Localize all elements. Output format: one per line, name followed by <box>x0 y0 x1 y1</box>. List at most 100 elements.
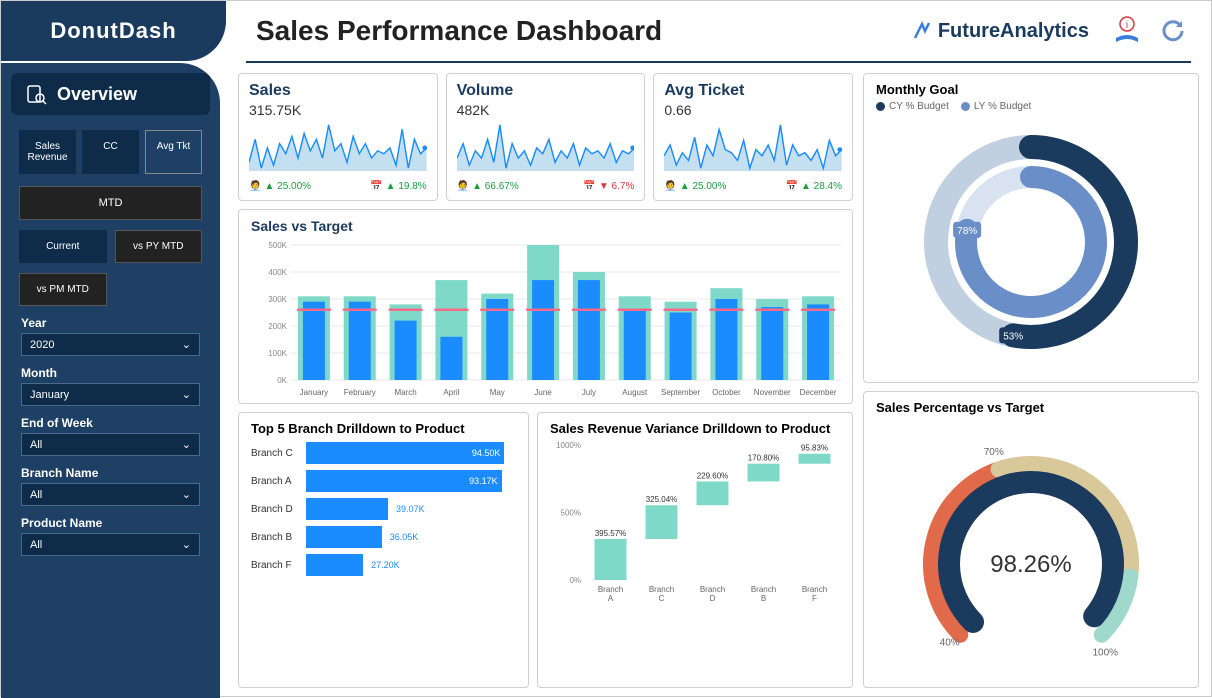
branch-row: Branch D 39.07K <box>251 498 516 520</box>
filter-year-label: Year <box>21 316 200 330</box>
brand-logo: FutureAnalytics <box>912 20 1089 43</box>
svg-text:B: B <box>761 594 766 603</box>
kpi-ticket-card: Avg Ticket 0.66 🧑‍💼▲ 25.00% 📅▲ 28.4% <box>653 73 853 201</box>
svg-text:February: February <box>344 388 376 397</box>
kpi-ticket-value: 0.66 <box>664 102 842 118</box>
filter-month-select[interactable]: January⌄ <box>21 383 200 406</box>
svg-text:April: April <box>443 388 459 397</box>
logo: DonutDash <box>1 1 226 61</box>
period-current-button[interactable]: Current <box>19 230 107 263</box>
svg-text:170.80%: 170.80% <box>748 454 780 463</box>
sidebar: Overview Sales Revenue CC Avg Tkt MTD Cu… <box>1 63 220 698</box>
svg-text:Branch: Branch <box>598 585 623 594</box>
svg-text:May: May <box>490 388 505 397</box>
svg-text:i: i <box>1126 20 1128 31</box>
svg-text:400K: 400K <box>268 268 287 277</box>
filter-product-label: Product Name <box>21 516 200 530</box>
svg-text:August: August <box>622 388 648 397</box>
metric-avg-button[interactable]: Avg Tkt <box>145 130 202 174</box>
mtd-button[interactable]: MTD <box>19 186 202 220</box>
branch-row: Branch A 93.17K <box>251 470 516 492</box>
filter-branch-select[interactable]: All⌄ <box>21 483 200 506</box>
svg-text:F: F <box>812 594 817 603</box>
svg-text:98.26%: 98.26% <box>990 551 1071 578</box>
kpi-sales-sparkline <box>249 122 427 172</box>
legend-ly: LY % Budget <box>974 101 1031 112</box>
kpi-volume-card: Volume 482K 🧑‍💼▲ 66.67% 📅▼ 6.7% <box>446 73 646 201</box>
kpi-sales-title: Sales <box>249 82 427 100</box>
branch-row: Branch F 27.20K <box>251 554 516 576</box>
svg-text:November: November <box>754 388 791 397</box>
svg-text:100K: 100K <box>268 349 287 358</box>
metric-sales-button[interactable]: Sales Revenue <box>19 130 76 174</box>
branch-row: Branch B 36.05K <box>251 526 516 548</box>
svg-text:July: July <box>582 388 596 397</box>
overview-button[interactable]: Overview <box>11 73 210 115</box>
svg-text:0K: 0K <box>277 376 287 385</box>
chevron-down-icon: ⌄ <box>182 488 191 501</box>
period-vspy-button[interactable]: vs PY MTD <box>115 230 203 263</box>
kpi-volume-title: Volume <box>457 82 635 100</box>
svg-text:78%: 78% <box>957 226 977 237</box>
gauge-chart: 40% 70% 100% 98.26% <box>876 419 1186 669</box>
monthly-goal-chart: 53% 78% <box>876 112 1186 372</box>
filter-month-label: Month <box>21 366 200 380</box>
period-vspm-button[interactable]: vs PM MTD <box>19 273 107 306</box>
branch-panel: Top 5 Branch Drilldown to Product Branch… <box>238 412 529 688</box>
svg-text:A: A <box>608 594 614 603</box>
chevron-down-icon: ⌄ <box>182 438 191 451</box>
svg-text:100%: 100% <box>1092 647 1118 658</box>
filter-year-select[interactable]: 2020⌄ <box>21 333 200 356</box>
svg-text:January: January <box>300 388 328 397</box>
kpi-volume-sparkline <box>457 122 635 172</box>
svg-text:500K: 500K <box>268 241 287 250</box>
svg-text:300K: 300K <box>268 295 287 304</box>
variance-panel: Sales Revenue Variance Drilldown to Prod… <box>537 412 853 688</box>
svg-text:Branch: Branch <box>700 585 725 594</box>
sales-vs-target-title: Sales vs Target <box>251 218 840 234</box>
gauge-title: Sales Percentage vs Target <box>876 400 1186 415</box>
svg-text:70%: 70% <box>984 447 1004 458</box>
person-icon: 🧑‍💼 <box>664 181 676 192</box>
metric-cc-button[interactable]: CC <box>82 130 139 174</box>
kpi-sales-value: 315.75K <box>249 102 427 118</box>
kpi-ticket-title: Avg Ticket <box>664 82 842 100</box>
info-icon[interactable]: i <box>1109 13 1145 49</box>
refresh-icon[interactable] <box>1155 13 1191 49</box>
page-title: Sales Performance Dashboard <box>256 15 912 47</box>
calendar-icon: 📅 <box>786 181 798 192</box>
calendar-icon: 📅 <box>370 181 382 192</box>
monthly-goal-panel: Monthly Goal CY % Budget LY % Budget 53%… <box>863 73 1199 383</box>
svg-text:40%: 40% <box>940 637 960 648</box>
kpi-volume-value: 482K <box>457 102 635 118</box>
filter-eow-select[interactable]: All⌄ <box>21 433 200 456</box>
svg-text:December: December <box>800 388 837 397</box>
svg-text:500%: 500% <box>561 509 581 518</box>
filter-product-select[interactable]: All⌄ <box>21 533 200 556</box>
svg-text:September: September <box>661 388 700 397</box>
chevron-down-icon: ⌄ <box>182 388 191 401</box>
branch-panel-title: Top 5 Branch Drilldown to Product <box>251 421 516 436</box>
chevron-down-icon: ⌄ <box>182 338 191 351</box>
sales-vs-target-panel: Sales vs Target 0K 100K 200K 300K 400K 500K Ja… <box>238 209 853 404</box>
legend-cy: CY % Budget <box>889 101 949 112</box>
svg-text:229.60%: 229.60% <box>697 471 729 480</box>
svg-text:53%: 53% <box>1003 331 1023 342</box>
person-icon: 🧑‍💼 <box>249 181 261 192</box>
svg-text:0%: 0% <box>569 576 581 585</box>
svg-text:June: June <box>534 388 552 397</box>
svg-text:C: C <box>659 594 665 603</box>
svg-text:200K: 200K <box>268 322 287 331</box>
variance-panel-title: Sales Revenue Variance Drilldown to Prod… <box>550 421 840 436</box>
person-icon: 🧑‍💼 <box>457 181 469 192</box>
chevron-down-icon: ⌄ <box>182 538 191 551</box>
svg-text:1000%: 1000% <box>556 441 581 450</box>
svg-text:March: March <box>394 388 416 397</box>
filter-eow-label: End of Week <box>21 416 200 430</box>
svg-text:D: D <box>710 594 716 603</box>
gauge-panel: Sales Percentage vs Target 40% 70% 100% 98.… <box>863 391 1199 688</box>
svg-text:95.83%: 95.83% <box>801 444 828 453</box>
kpi-ticket-sparkline <box>664 122 842 172</box>
branch-row: Branch C 94.50K <box>251 442 516 464</box>
svg-text:325.04%: 325.04% <box>646 495 678 504</box>
